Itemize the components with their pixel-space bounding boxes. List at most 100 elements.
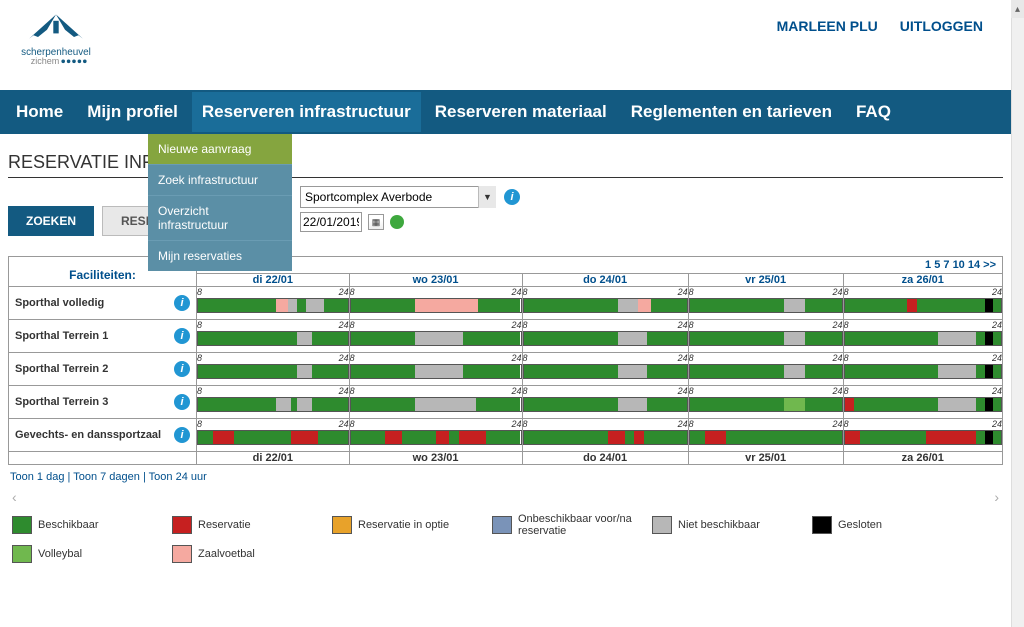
timeline-bar[interactable] (689, 430, 843, 445)
timeline-segment[interactable] (690, 299, 784, 312)
timeline-bar[interactable] (844, 364, 1002, 379)
date-input[interactable] (300, 212, 362, 232)
timeline-segment[interactable] (705, 431, 726, 444)
view-24h-link[interactable]: Toon 24 uur (149, 471, 207, 483)
vertical-scrollbar[interactable]: ▴ (1011, 0, 1024, 627)
timeline-segment[interactable] (459, 431, 486, 444)
timeline-segment[interactable] (985, 431, 993, 444)
timeline-segment[interactable] (276, 398, 291, 411)
info-icon[interactable]: i (174, 427, 190, 443)
timeline-bar[interactable] (523, 430, 688, 445)
timeline-bar[interactable] (523, 364, 688, 379)
timeline-bar[interactable] (523, 397, 688, 412)
timeline-cell[interactable]: 824 (522, 353, 688, 386)
timeline-segment[interactable] (845, 398, 854, 411)
timeline-bar[interactable] (689, 397, 843, 412)
timeline-segment[interactable] (845, 299, 908, 312)
timeline-bar[interactable] (689, 298, 843, 313)
timeline-segment[interactable] (854, 398, 938, 411)
timeline-segment[interactable] (463, 332, 521, 345)
timeline-segment[interactable] (198, 431, 213, 444)
timeline-segment[interactable] (415, 299, 478, 312)
timeline-segment[interactable] (276, 299, 288, 312)
forward-days-nav[interactable]: 1 5 7 10 14 >> (925, 259, 996, 271)
timeline-segment[interactable] (524, 431, 609, 444)
timeline-cell[interactable]: 824 (688, 287, 843, 320)
timeline-segment[interactable] (845, 365, 939, 378)
timeline-segment[interactable] (618, 365, 647, 378)
search-button[interactable]: ZOEKEN (8, 206, 94, 236)
timeline-segment[interactable] (976, 365, 985, 378)
timeline-bar[interactable] (197, 298, 349, 313)
timeline-bar[interactable] (350, 298, 522, 313)
timeline-cell[interactable]: 824 (197, 353, 350, 386)
timeline-segment[interactable] (351, 431, 385, 444)
timeline-cell[interactable]: 824 (197, 386, 350, 419)
timeline-segment[interactable] (917, 299, 986, 312)
calendar-icon[interactable]: ▦ (368, 214, 384, 230)
timeline-cell[interactable]: 824 (197, 287, 350, 320)
timeline-segment[interactable] (351, 398, 416, 411)
timeline-segment[interactable] (415, 332, 463, 345)
timeline-segment[interactable] (976, 398, 985, 411)
timeline-segment[interactable] (415, 398, 476, 411)
timeline-segment[interactable] (524, 365, 619, 378)
timeline-segment[interactable] (647, 398, 686, 411)
timeline-segment[interactable] (985, 299, 993, 312)
timeline-cell[interactable]: 824 (688, 386, 843, 419)
timeline-segment[interactable] (926, 431, 976, 444)
timeline-segment[interactable] (805, 398, 841, 411)
submenu-item-zoek-infrastructuur[interactable]: Zoek infrastructuur (148, 164, 292, 195)
chevron-left-icon[interactable]: ‹ (12, 489, 17, 505)
nav-item-reserveren-materiaal[interactable]: Reserveren materiaal (425, 92, 617, 132)
timeline-segment[interactable] (845, 431, 861, 444)
timeline-segment[interactable] (805, 332, 841, 345)
timeline-cell[interactable]: 824 (522, 419, 688, 452)
logout-link[interactable]: UITLOGGEN (900, 18, 983, 34)
timeline-segment[interactable] (805, 299, 841, 312)
timeline-segment[interactable] (726, 431, 841, 444)
timeline-bar[interactable] (350, 397, 522, 412)
scroll-up-icon[interactable]: ▴ (1011, 0, 1024, 18)
location-select[interactable]: Sportcomplex Averbode (300, 186, 496, 208)
timeline-segment[interactable] (938, 398, 976, 411)
timeline-bar[interactable] (350, 331, 522, 346)
timeline-segment[interactable] (907, 299, 916, 312)
timeline-cell[interactable]: 824 (349, 287, 522, 320)
timeline-segment[interactable] (213, 431, 234, 444)
timeline-cell[interactable]: 824 (843, 353, 1002, 386)
timeline-cell[interactable]: 824 (197, 419, 350, 452)
timeline-cell[interactable]: 824 (688, 419, 843, 452)
timeline-bar[interactable] (523, 331, 688, 346)
timeline-bar[interactable] (844, 331, 1002, 346)
user-name-link[interactable]: MARLEEN PLU (777, 18, 878, 34)
timeline-segment[interactable] (476, 398, 520, 411)
chevron-right-icon[interactable]: › (994, 489, 999, 505)
timeline-segment[interactable] (524, 299, 619, 312)
timeline-bar[interactable] (689, 331, 843, 346)
timeline-cell[interactable]: 824 (349, 320, 522, 353)
timeline-segment[interactable] (312, 398, 348, 411)
timeline-cell[interactable]: 824 (843, 320, 1002, 353)
timeline-segment[interactable] (198, 398, 276, 411)
timeline-bar[interactable] (197, 430, 349, 445)
timeline-bar[interactable] (197, 331, 349, 346)
timeline-segment[interactable] (993, 299, 1001, 312)
timeline-segment[interactable] (625, 431, 635, 444)
timeline-cell[interactable]: 824 (197, 320, 350, 353)
timeline-segment[interactable] (993, 431, 1001, 444)
nav-item-home[interactable]: Home (6, 92, 73, 132)
timeline-segment[interactable] (351, 299, 416, 312)
timeline-segment[interactable] (985, 398, 993, 411)
timeline-segment[interactable] (385, 431, 402, 444)
timeline-segment[interactable] (297, 365, 312, 378)
timeline-segment[interactable] (234, 431, 291, 444)
timeline-segment[interactable] (608, 431, 624, 444)
timeline-segment[interactable] (297, 299, 306, 312)
timeline-segment[interactable] (976, 332, 985, 345)
timeline-segment[interactable] (306, 299, 324, 312)
timeline-segment[interactable] (690, 365, 784, 378)
timeline-bar[interactable] (197, 397, 349, 412)
timeline-cell[interactable]: 824 (843, 419, 1002, 452)
timeline-cell[interactable]: 824 (522, 386, 688, 419)
